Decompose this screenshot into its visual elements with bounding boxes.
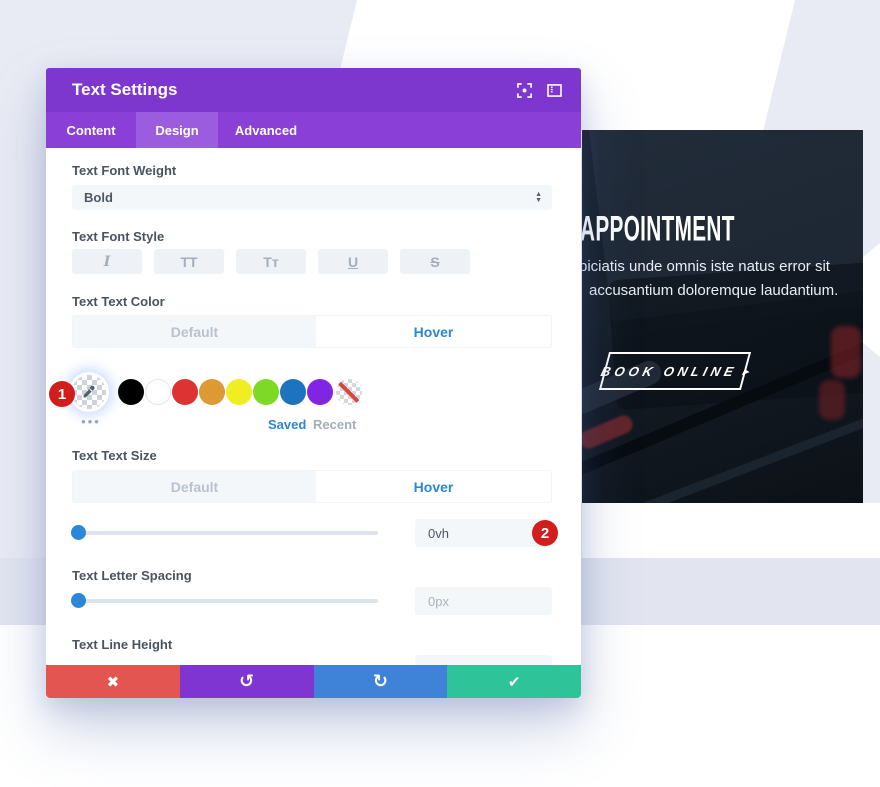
font-style-label: Text Font Style (72, 229, 165, 244)
hero-paragraph-line: accusantium doloremque laudantium. (589, 282, 839, 299)
eyedropper-icon (83, 385, 95, 398)
strikethrough-button[interactable]: S (400, 249, 470, 274)
modal-footer: ✖ ↺ ↻ ✔ (46, 665, 581, 698)
tab-design[interactable]: Design (136, 112, 218, 148)
site-preview-hero: APPOINTMENT piciatis unde omnis iste nat… (582, 130, 863, 503)
line-height-input[interactable] (415, 655, 552, 665)
close-icon: ✖ (106, 672, 120, 691)
color-swatch-1[interactable] (145, 379, 171, 405)
line-height-label: Text Line Height (72, 637, 173, 652)
letter-spacing-value: 0px (428, 593, 449, 609)
font-weight-value: Bold (84, 190, 113, 205)
font-weight-select[interactable]: Bold ▲ ▼ (72, 185, 552, 210)
saved-colors-link[interactable]: Saved (268, 417, 307, 432)
no-color-swatch[interactable] (336, 379, 362, 405)
letter-spacing-label: Text Letter Spacing (72, 568, 192, 583)
text-size-default-tab[interactable]: Default (73, 471, 316, 502)
text-size-state-toggle: Default Hover (72, 470, 552, 503)
tool-red-accent (819, 380, 845, 420)
text-size-input[interactable]: 0vh (415, 519, 552, 547)
expand-modal-icon[interactable] (509, 75, 539, 105)
hero-heading: APPOINTMENT (582, 208, 735, 249)
redo-button[interactable]: ↻ (313, 665, 448, 698)
color-swatch-3[interactable] (199, 379, 225, 405)
select-arrows-icon: ▲ ▼ (535, 190, 542, 204)
italic-button[interactable]: I (72, 249, 142, 274)
font-weight-label: Text Font Weight (72, 163, 177, 178)
tool-red-accent (831, 326, 861, 378)
book-online-button[interactable]: BOOK ONLINE ▸ (598, 352, 752, 390)
save-button[interactable]: ✔ (447, 665, 581, 698)
text-color-label: Text Text Color (72, 294, 165, 309)
tab-content[interactable]: Content (66, 122, 116, 138)
background-diagonal-sliver (863, 243, 880, 357)
color-picker-row (72, 372, 362, 412)
text-color-default-tab[interactable]: Default (73, 316, 316, 347)
letter-spacing-slider-handle[interactable] (71, 593, 86, 608)
text-color-state-toggle: Default Hover (72, 315, 552, 348)
uppercase-button[interactable]: TT (154, 249, 224, 274)
modal-tab-bar: Content Design Advanced (46, 112, 581, 148)
text-color-hover-tab[interactable]: Hover (316, 316, 551, 347)
undo-button[interactable]: ↺ (179, 665, 314, 698)
current-color-swatch[interactable] (72, 375, 106, 409)
underline-button[interactable]: U (318, 249, 388, 274)
redo-icon: ↻ (372, 671, 388, 692)
font-style-buttons: I TT Tᴛ U S (72, 249, 470, 274)
text-size-value: 0vh (428, 525, 449, 541)
letter-spacing-input[interactable]: 0px (415, 587, 552, 615)
more-colors-dots[interactable]: ••• (81, 414, 101, 429)
dock-modal-icon[interactable] (539, 75, 569, 105)
color-swatch-6[interactable] (280, 379, 306, 405)
color-swatch-0[interactable] (118, 379, 144, 405)
modal-body: Text Font Weight Bold ▲ ▼ Text Font Style… (46, 148, 581, 665)
undo-icon: ↺ (239, 671, 255, 692)
color-swatch-5[interactable] (253, 379, 279, 405)
text-size-slider-track[interactable] (72, 531, 378, 535)
text-size-slider-handle[interactable] (71, 525, 86, 540)
background-white-strip (582, 503, 880, 558)
text-size-hover-tab[interactable]: Hover (316, 471, 551, 502)
tab-advanced[interactable]: Advanced (234, 122, 298, 138)
modal-header: Text Settings (46, 68, 581, 112)
color-swatch-7[interactable] (307, 379, 333, 405)
discard-button[interactable]: ✖ (46, 665, 180, 698)
recent-colors-link[interactable]: Recent (313, 417, 357, 432)
text-size-label: Text Text Size (72, 448, 157, 463)
annotation-badge-1: 1 (49, 381, 75, 407)
color-swatch-2[interactable] (172, 379, 198, 405)
color-swatch-4[interactable] (226, 379, 252, 405)
letter-spacing-slider-track[interactable] (72, 599, 378, 603)
book-online-label: BOOK ONLINE (599, 363, 740, 379)
text-settings-modal: Text Settings Content Design Advanced (46, 68, 581, 698)
annotation-badge-2: 2 (532, 520, 558, 546)
capitalize-button[interactable]: Tᴛ (236, 249, 306, 274)
color-swatches (118, 379, 334, 405)
hero-paragraph-line: piciatis unde omnis iste natus error sit (582, 258, 830, 275)
check-icon: ✔ (507, 672, 521, 691)
modal-title: Text Settings (72, 80, 178, 99)
